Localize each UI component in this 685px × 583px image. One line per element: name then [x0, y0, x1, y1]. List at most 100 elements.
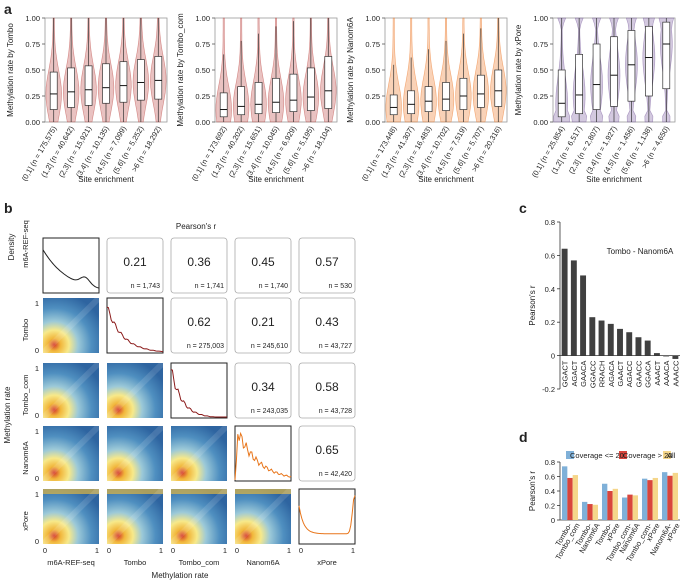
x-tick-label: 0	[43, 546, 47, 555]
category-label: AAACA	[662, 361, 671, 386]
box	[137, 59, 145, 101]
heatmap-diagonal	[104, 486, 166, 547]
heatmap-cell	[235, 489, 291, 544]
col-label-Tombo: Tombo	[124, 558, 147, 567]
bar-GAACA	[580, 275, 587, 356]
y-tick-label: 0.50	[533, 66, 548, 75]
heatmap-top-band	[171, 489, 227, 494]
col-label-m6A-REF-seq: m6A-REF-seq	[47, 558, 95, 567]
panel-a: a 0.00 0.25 0.50 0.75 1.00 Methylation rate by…	[4, 1, 676, 184]
y-axis-label: Pearson's r	[528, 285, 537, 326]
pearson-r-value: 0.21	[251, 315, 275, 329]
legend-swatch	[619, 451, 627, 459]
violin-plot-3: 0.00 0.25 0.50 0.75 1.00 Methylation rate by …	[346, 14, 508, 184]
correlation-cell	[234, 237, 292, 294]
y-tick-label: 0	[35, 474, 39, 483]
x-axis-label: Site enrichment	[78, 175, 134, 184]
bar-AAACA	[663, 355, 670, 357]
pearson-r-value: 0.62	[187, 315, 211, 329]
methylation-x-label: Methylation rate	[152, 571, 209, 580]
legend-label: Coverage <= 20	[570, 451, 624, 460]
category-label: AAACC	[671, 360, 680, 386]
sample-size: n = 1,740	[259, 283, 288, 290]
box	[494, 69, 503, 107]
x-tick-label: 1	[351, 546, 355, 555]
bar-AGACC	[626, 332, 633, 356]
box	[119, 61, 128, 103]
y-tick-label: 0	[551, 352, 555, 361]
box	[662, 21, 671, 90]
x-tick-label: 0	[107, 546, 111, 555]
bar-AGACT	[570, 260, 577, 356]
col-label-xPore: xPore	[317, 558, 337, 567]
bar-all	[572, 475, 578, 520]
bar-GGACA	[644, 340, 651, 356]
pearson-r-value: 0.57	[315, 255, 339, 269]
violin-plot-4: 0.00 0.25 0.50 0.75 1.00 Methylation rate by …	[514, 14, 676, 184]
bar-coverage-20	[567, 477, 573, 520]
bar-GGACT	[561, 248, 568, 356]
panel-b: b Pearson's r Density Methylation rate Methy…	[3, 200, 356, 580]
methylation-y-label: Methylation rate	[3, 386, 12, 443]
box	[324, 56, 333, 109]
y-axis-label: Methylation rate by Tombo	[6, 23, 15, 117]
col-label-Tombo_com: Tombo_com	[179, 558, 220, 567]
y-tick-label: 1	[35, 427, 39, 436]
box	[610, 36, 618, 107]
x-tick-label: 1	[287, 546, 291, 555]
pearson-r-value: 0.45	[251, 255, 275, 269]
x-axis-label: Site enrichment	[248, 175, 304, 184]
bar-AAACT	[653, 353, 660, 356]
x-axis-label: Site enrichment	[586, 175, 642, 184]
bar-all	[632, 495, 638, 520]
density-cell	[170, 362, 228, 419]
box	[289, 73, 298, 112]
bar-coverage-20	[627, 494, 633, 520]
heatmap-diagonal	[40, 486, 102, 547]
x-tick-label: 0	[171, 546, 175, 555]
heatmap-top-band	[235, 489, 291, 494]
y-axis-label: Methylation rate by xPore	[514, 24, 523, 115]
pearson-r-value: 0.36	[187, 255, 211, 269]
sample-size: n = 43,727	[319, 343, 352, 350]
legend-swatch	[566, 451, 574, 459]
y-tick-label: 0	[35, 346, 39, 355]
legend-swatch	[663, 451, 671, 459]
heatmap-diagonal	[232, 486, 294, 547]
y-tick-label: 0.2	[545, 318, 555, 327]
y-tick-label: 0.25	[195, 92, 210, 101]
y-tick-label: 0.25	[365, 92, 380, 101]
bar-GAACT	[617, 328, 623, 356]
category-label: RRACH	[598, 361, 607, 388]
sample-size: n = 42,420	[319, 471, 352, 478]
bar-all	[592, 504, 598, 520]
heatmap-top-band	[107, 489, 163, 494]
category-label: AGACA	[607, 361, 616, 387]
pearson-r-value: 0.21	[123, 255, 147, 269]
sample-size: n = 43,728	[319, 408, 352, 415]
panel-label-d: d	[519, 429, 528, 445]
y-tick-label: 1.00	[25, 14, 40, 23]
x-tick-label: 1	[95, 546, 99, 555]
y-tick-label: 0.75	[25, 40, 40, 49]
correlation-cell	[106, 237, 164, 294]
y-tick-label: 0.25	[533, 92, 548, 101]
category-label: AGACT	[570, 360, 579, 386]
bar-all	[672, 472, 678, 520]
panel-label-a: a	[4, 1, 12, 17]
bar-coverage-20	[587, 504, 593, 520]
bar-coverage-20	[647, 480, 653, 520]
y-tick-label: 0	[35, 411, 39, 420]
y-tick-label: 0.25	[25, 92, 40, 101]
heatmap-cell	[171, 426, 227, 481]
box	[67, 67, 75, 108]
pearson-r-value: 0.58	[315, 380, 339, 394]
bar-coverage-20	[662, 472, 668, 520]
bar-coverage-20	[642, 478, 648, 520]
bar-AGACA	[607, 323, 614, 356]
sample-size: n = 1,743	[131, 283, 160, 290]
heatmap-cell	[107, 426, 163, 481]
y-axis-label: Methylation rate by Tombo_com	[176, 13, 185, 127]
category-label: GGACC	[588, 360, 597, 388]
panel-d: d 0 0.2 0.4 0.6 0.8 Pearson's r Coverage <= 20 C…	[519, 429, 682, 564]
